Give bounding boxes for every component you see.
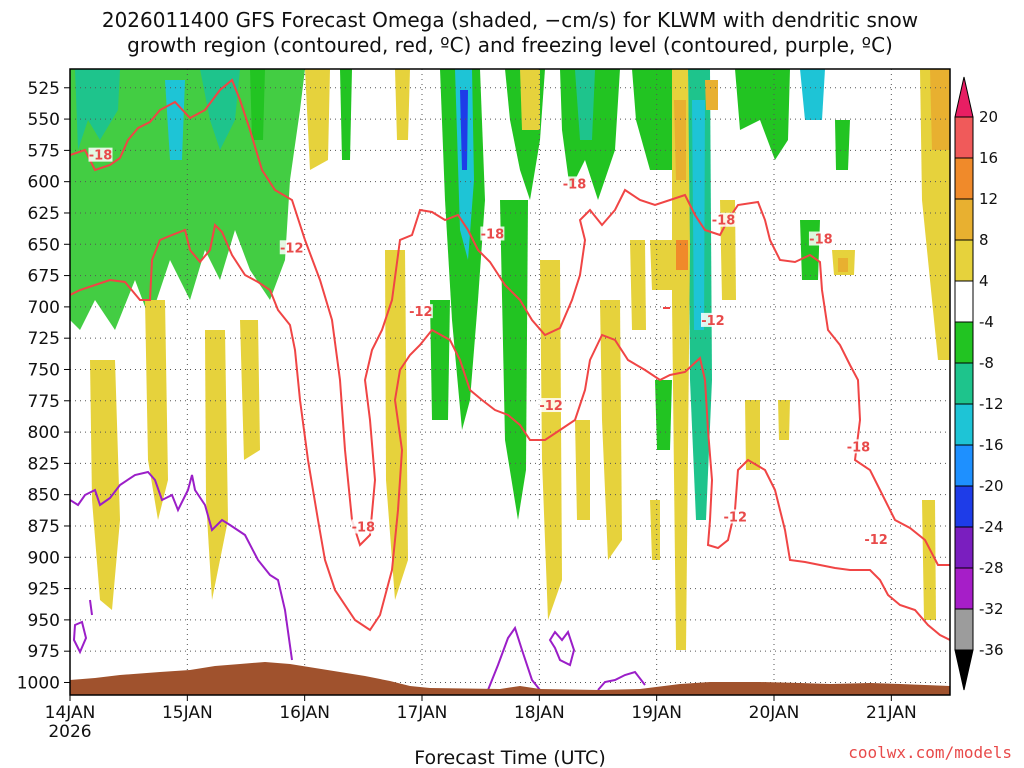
colorbar-segment [955,609,973,650]
colorbar-label: -36 [979,641,1004,659]
y-tick-label: 525 [28,79,60,99]
contour-label: -12 [701,314,725,329]
y-tick-label: 1000 [17,673,60,693]
colorbar-label: -12 [979,395,1004,413]
y-tick-label: 975 [28,642,60,662]
credit-link[interactable]: coolwx.com/models [848,743,1012,762]
colorbar-label: 20 [979,108,998,126]
y-tick-label: 650 [28,235,60,255]
contour-label: -18 [352,520,376,535]
y-tick-label: 750 [28,360,60,380]
omega-time-height-chart: 2026011400 GFS Forecast Omega (shaded, −… [0,0,1024,768]
y-tick-label: 800 [28,423,60,443]
colorbar-segment [955,158,973,199]
y-tick-label: 600 [28,173,60,193]
colorbar-segment [955,117,973,158]
colorbar-label: 16 [979,149,998,167]
y-tick-label: 550 [28,110,60,130]
colorbar-segment [955,363,973,404]
chart-title-line2: growth region (contoured, red, ºC) and f… [127,33,893,57]
x-tick-label: 16JAN [279,703,330,723]
contour-label: -18 [712,214,736,229]
contour-label: -12 [724,510,748,525]
x-tick-label: 20JAN [749,703,800,723]
y-tick-label: 875 [28,517,60,537]
y-tick-label: 575 [28,141,60,161]
contour-label: -12 [539,399,563,414]
colorbar-label: 8 [979,231,989,249]
y-tick-label: 700 [28,298,60,318]
x-year-label: 2026 [48,722,91,742]
x-axis-title: Forecast Time (UTC) [414,747,605,768]
y-tick-label: 775 [28,392,60,412]
contour-label: -12 [280,241,304,256]
colorbar-label: -32 [979,600,1004,618]
colorbar-segment [955,527,973,568]
y-axis: 525 550 575 600 625 650 675 700 725 750 775 800 825 8… [17,79,70,694]
colorbar-segment [955,568,973,609]
contour-label: -18 [809,233,833,248]
contour-label: -12 [409,305,433,320]
colorbar-segment [955,486,973,527]
x-tick-label: 21JAN [866,703,917,723]
chart-container: 2026011400 GFS Forecast Omega (shaded, −… [0,0,1024,768]
contour-label: -18 [89,149,113,164]
colorbar-label: 12 [979,190,998,208]
colorbar-label: -16 [979,436,1004,454]
colorbar-segment [955,445,973,486]
contour-label: -18 [481,228,505,243]
y-tick-label: 625 [28,204,60,224]
colorbar-label: -28 [979,559,1004,577]
y-tick-label: 925 [28,580,60,600]
contour-label: -12 [864,533,888,548]
colorbar-label: -4 [979,313,994,331]
colorbar-arrow-bottom [955,650,973,690]
y-tick-label: 900 [28,548,60,568]
x-tick-label: 17JAN [397,703,448,723]
colorbar: 20 16 12 8 4 -4 -8 -12 -16 -20 -24 -28 -32 -36 [955,77,1004,690]
x-tick-label: 14JAN [45,703,96,723]
colorbar-segment [955,199,973,240]
contour-label: -18 [563,177,587,192]
x-tick-label: 19JAN [631,703,682,723]
contour-label: -18 [847,440,871,455]
y-tick-label: 850 [28,486,60,506]
colorbar-label: -8 [979,354,994,372]
colorbar-arrow-top [955,77,973,117]
colorbar-segment [955,281,973,322]
chart-title-line1: 2026011400 GFS Forecast Omega (shaded, −… [102,8,918,32]
colorbar-segment [955,404,973,445]
colorbar-label: -20 [979,477,1004,495]
colorbar-segment [955,240,973,281]
colorbar-label: -24 [979,518,1004,536]
y-tick-label: 725 [28,329,60,349]
y-tick-label: 950 [28,611,60,631]
x-tick-label: 15JAN [162,703,213,723]
x-axis: 14JAN 15JAN 16JAN 17JAN 18JAN 19JAN 20JAN 21JAN [45,695,917,723]
colorbar-segment [955,322,973,363]
y-tick-label: 675 [28,267,60,287]
colorbar-label: 4 [979,272,989,290]
x-tick-label: 18JAN [514,703,565,723]
y-tick-label: 825 [28,454,60,474]
